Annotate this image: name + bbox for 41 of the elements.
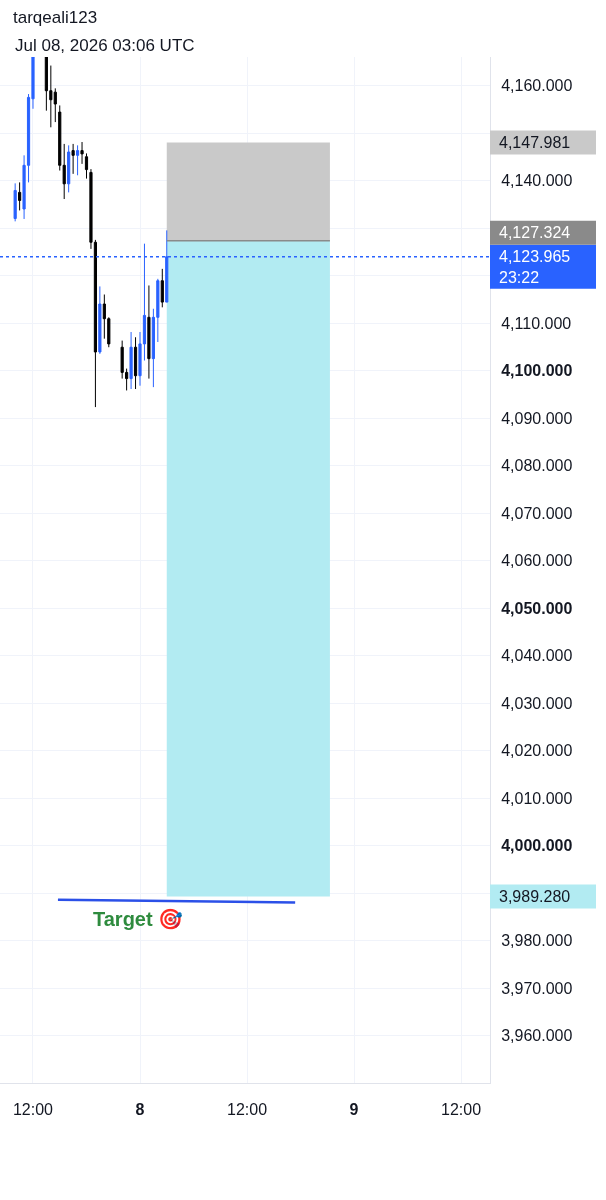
- y-tick-label: 4,147.981: [499, 134, 571, 151]
- x-tick-label: 9: [349, 1101, 359, 1119]
- candlestick: [84, 152, 89, 180]
- chart-title: tarqeali123: [13, 7, 98, 27]
- y-tick-label: 4,080.000: [501, 457, 573, 475]
- y-tick-label: 4,127.324: [499, 224, 571, 241]
- y-tick-label: 4,110.000: [501, 314, 572, 332]
- y-tick-label: 3,970.000: [501, 979, 573, 997]
- y-tick-label: 4,030.000: [501, 694, 573, 712]
- y-tick-label: 4,100.000: [501, 362, 573, 380]
- y-tick-label: 4,160.000: [501, 77, 573, 95]
- candlestick: [98, 285, 102, 355]
- candlestick: [18, 181, 22, 211]
- ref-line-label: 4,123.965 23:22: [499, 248, 571, 286]
- chart-subtitle: Jul 08, 2026 03:06 UTC: [15, 36, 195, 55]
- candlestick: [67, 144, 71, 193]
- x-tick-label: 12:00: [226, 1101, 268, 1119]
- y-tick-label: 4,070.000: [501, 504, 573, 522]
- candlestick: [133, 336, 138, 390]
- candlestick: [147, 284, 151, 380]
- candlestick: [80, 141, 84, 165]
- candlestick: [160, 268, 164, 308]
- y-tick-label: 4,060.000: [501, 552, 573, 570]
- candlestick: [129, 331, 133, 390]
- y-tick-label: 3,980.000: [501, 932, 573, 950]
- y-tick-label: 4,050.000: [501, 599, 573, 617]
- annotation: Target 🎯: [93, 908, 184, 930]
- y-tick-label: 4,010.000: [501, 789, 573, 807]
- candlestick: [75, 144, 80, 176]
- y-tick-label: 4,090.000: [501, 409, 573, 427]
- candlestick: [13, 182, 17, 222]
- x-tick-label: 12:00: [441, 1101, 482, 1119]
- y-tick-label: 4,020.000: [501, 742, 573, 760]
- x-tick-label: 12:00: [12, 1101, 54, 1119]
- x-tick-label: 8: [135, 1101, 145, 1119]
- y-tick-label: 3,989.280: [499, 888, 571, 905]
- candlestick: [71, 143, 75, 175]
- y-tick-label: 4,000.000: [501, 837, 573, 855]
- y-tick-label: 4,140.000: [501, 172, 573, 190]
- y-tick-label: 3,960.000: [501, 1027, 573, 1045]
- y-tick-label: 4,040.000: [501, 647, 573, 665]
